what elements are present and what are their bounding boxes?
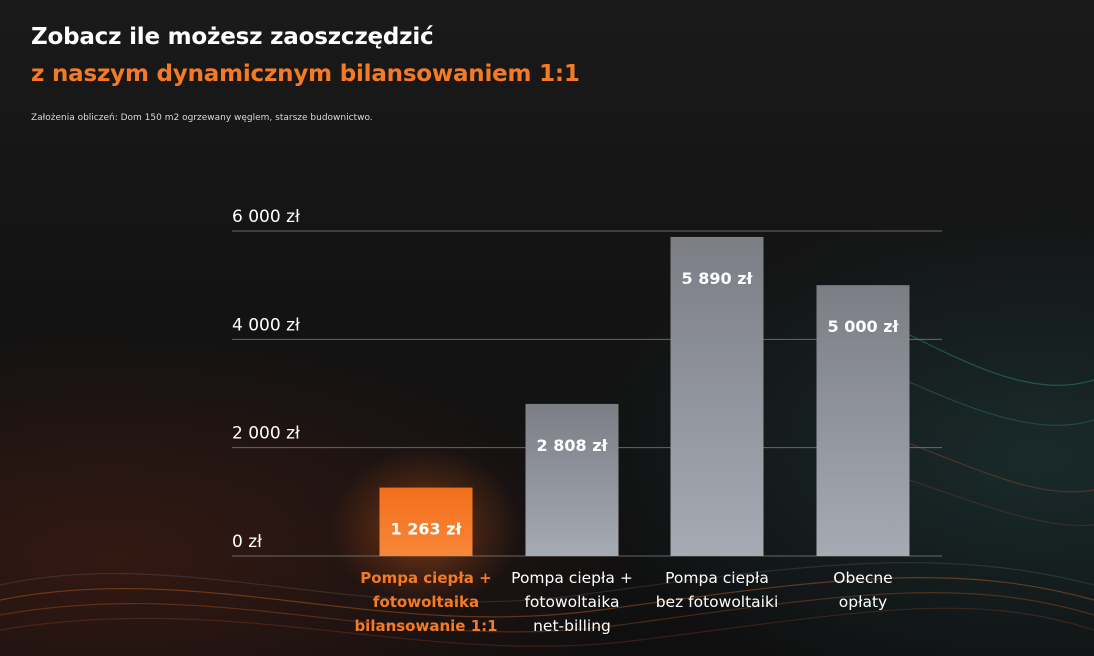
page-title: Zobacz ile możesz zaoszczędzić: [31, 24, 434, 50]
y-tick-label: 2 000 zł: [232, 424, 300, 444]
category-label: Pompa ciepła +: [511, 569, 633, 587]
y-tick-label: 4 000 zł: [232, 315, 300, 335]
category-label: bez fotowoltaiki: [656, 593, 779, 611]
page-subtitle: z naszym dynamicznym bilansowaniem 1:1: [31, 61, 580, 87]
category-label: Pompa ciepła: [665, 569, 769, 587]
category-label: opłaty: [839, 593, 887, 611]
bar: [525, 403, 619, 556]
bar-value-label: 2 808 zł: [537, 436, 609, 455]
bar-value-label: 1 263 zł: [391, 520, 463, 539]
category-label: Pompa ciepła +: [360, 569, 491, 587]
category-label: fotowoltaika: [524, 593, 619, 611]
category-label: net-billing: [533, 617, 611, 635]
category-label: Obecne: [833, 569, 892, 587]
category-label: bilansowanie 1:1: [354, 617, 497, 635]
assumptions-note: Założenia obliczeń: Dom 150 m2 ogrzewany…: [31, 113, 373, 123]
bar: [670, 236, 764, 557]
bar: [379, 487, 473, 556]
bar: [816, 285, 910, 556]
y-tick-label: 6 000 zł: [232, 207, 300, 227]
bar-value-label: 5 000 zł: [828, 317, 900, 336]
bar-value-label: 5 890 zł: [682, 269, 754, 288]
y-tick-label: 0 zł: [232, 532, 262, 552]
category-label: fotowoltaika: [373, 593, 479, 611]
